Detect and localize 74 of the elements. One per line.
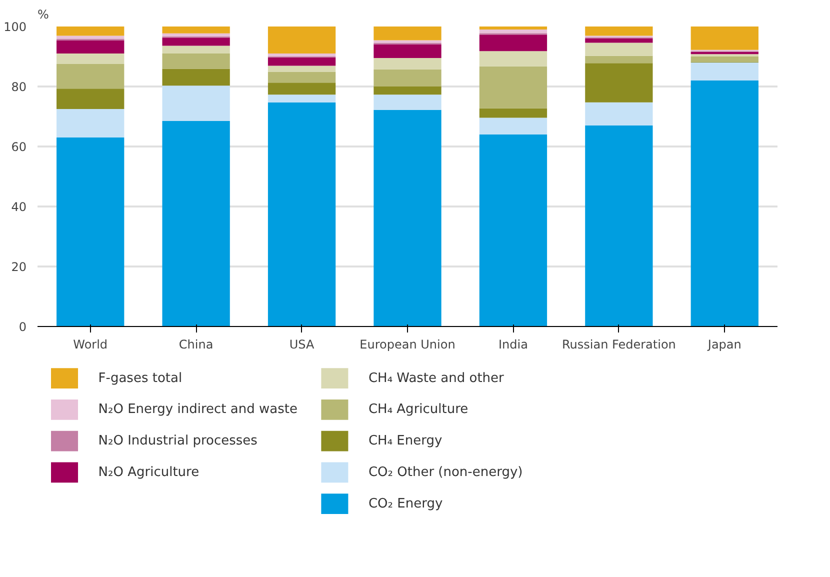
- bar: [374, 110, 442, 326]
- bar: [162, 26, 230, 34]
- bar: [56, 40, 124, 54]
- bar: [162, 38, 230, 46]
- legend-label: N₂O Energy indirect and waste: [98, 402, 298, 418]
- x-tick-label: USA: [289, 338, 315, 352]
- y-tick-label: 20: [11, 260, 27, 274]
- bar: [585, 63, 653, 102]
- bar: [162, 68, 230, 86]
- bar: [479, 34, 548, 52]
- bar: [479, 26, 548, 30]
- bar: [268, 102, 336, 326]
- bar: [479, 51, 548, 66]
- bar: [162, 54, 230, 69]
- bar: [479, 134, 548, 326]
- bar: [479, 118, 548, 134]
- bar: [56, 88, 124, 109]
- bar: [268, 54, 336, 56]
- bar: [374, 44, 442, 58]
- bar: [585, 126, 653, 326]
- bar: [162, 121, 230, 326]
- y-axis-title: %: [38, 8, 49, 22]
- bar: [585, 56, 653, 64]
- bar: [690, 26, 758, 50]
- bar: [268, 82, 336, 95]
- bar: [479, 108, 548, 118]
- legend-label: CH₄ Energy: [368, 434, 442, 449]
- x-tick-label: China: [178, 338, 214, 352]
- bar: [374, 69, 442, 86]
- y-tick-label: 60: [11, 140, 27, 154]
- bar: [374, 86, 442, 95]
- bar: [56, 109, 124, 138]
- x-tick-label: European Union: [360, 338, 456, 352]
- legend-label: N₂O Industrial processes: [98, 434, 258, 449]
- bar: [374, 94, 442, 110]
- bar: [585, 102, 653, 126]
- bar: [374, 40, 442, 43]
- legend-label: CH₄ Agriculture: [368, 402, 468, 418]
- y-tick-label: 0: [18, 320, 27, 334]
- y-tick-label: 80: [11, 80, 27, 94]
- y-tick-label: 100: [4, 20, 26, 34]
- bar: [162, 46, 230, 54]
- bar: [374, 58, 442, 70]
- legend-label: N₂O Agriculture: [98, 464, 200, 480]
- bar: [690, 56, 758, 62]
- x-tick-label: India: [498, 338, 528, 352]
- bar: [585, 38, 653, 43]
- bar: [268, 66, 336, 72]
- bar: [56, 54, 124, 64]
- legend-label: F-gases total: [98, 370, 182, 386]
- bar: [585, 26, 653, 36]
- x-tick-label: World: [73, 338, 108, 352]
- bar: [56, 64, 124, 89]
- bar: [585, 42, 653, 56]
- legend-label: CH₄ Waste and other: [368, 370, 505, 386]
- legend-label: CO₂ Other (non-energy): [368, 464, 523, 480]
- x-tick-label: Japan: [706, 338, 742, 352]
- bar: [162, 33, 230, 36]
- bar: [268, 26, 336, 54]
- bar: [268, 57, 336, 66]
- y-tick-label: 40: [11, 200, 27, 214]
- bar: [690, 62, 758, 80]
- bar: [479, 66, 548, 108]
- bar: [479, 30, 548, 34]
- bar: [56, 138, 124, 326]
- bar: [374, 26, 442, 40]
- bar: [268, 94, 336, 102]
- legend-label: CO₂ Energy: [368, 496, 443, 512]
- bar: [56, 26, 124, 36]
- x-tick-label: Russian Federation: [562, 338, 676, 352]
- bar: [162, 86, 230, 121]
- bar: [268, 72, 336, 83]
- bar: [690, 80, 758, 326]
- bar: [56, 36, 124, 39]
